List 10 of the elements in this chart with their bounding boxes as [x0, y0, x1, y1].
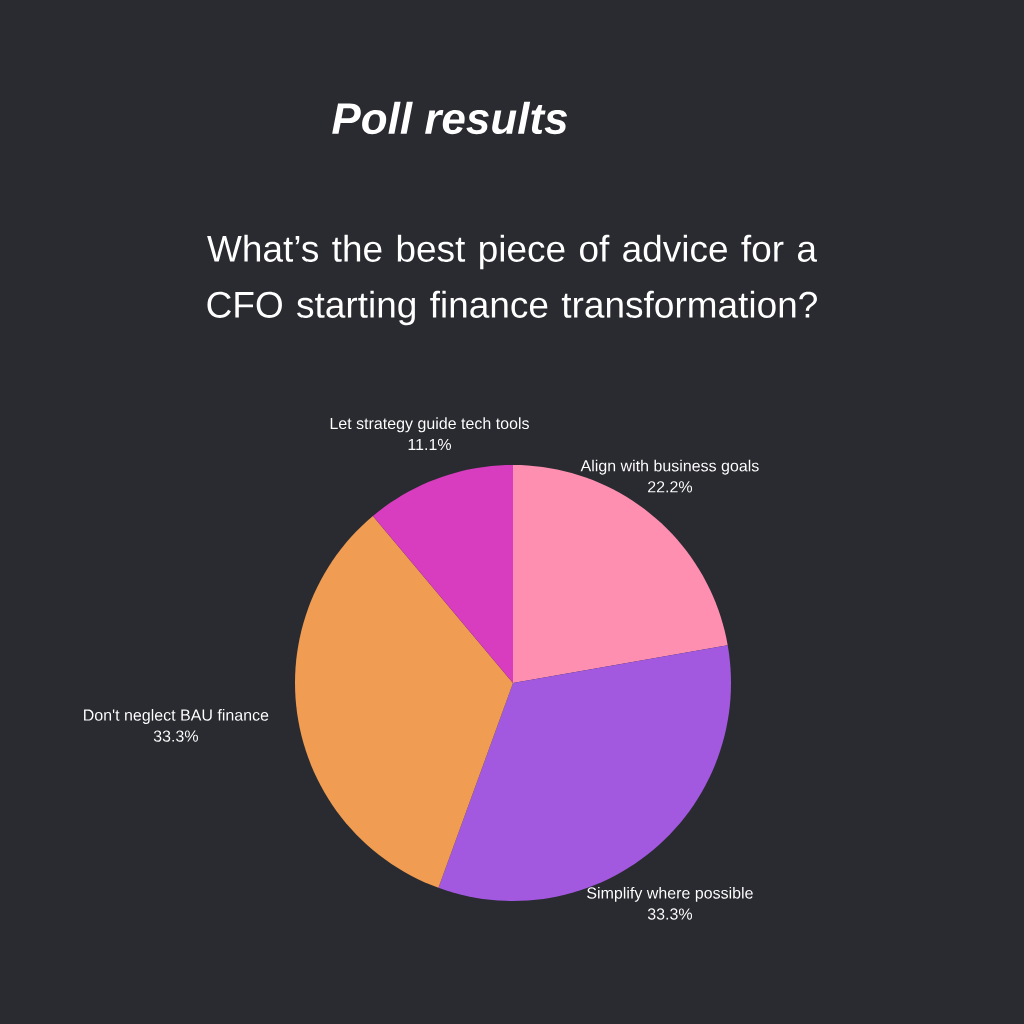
data-label: 11.1% — [408, 438, 452, 451]
chart-title: Poll results — [332, 101, 568, 135]
slice-label: Let strategy guide tech tools — [330, 417, 529, 433]
chart-subtitle: What’s the best piece of advice for a CFO starting finance transformation? — [207, 234, 818, 326]
data-label: 22.2% — [648, 481, 693, 493]
data-label: 33.3% — [647, 908, 693, 920]
slice-label: Don't neglect BAU finance — [84, 709, 269, 724]
slice-label: Align with business goals — [580, 459, 759, 475]
data-label: 33.3% — [153, 730, 198, 742]
slice-label: Simplify where possible — [587, 886, 753, 902]
